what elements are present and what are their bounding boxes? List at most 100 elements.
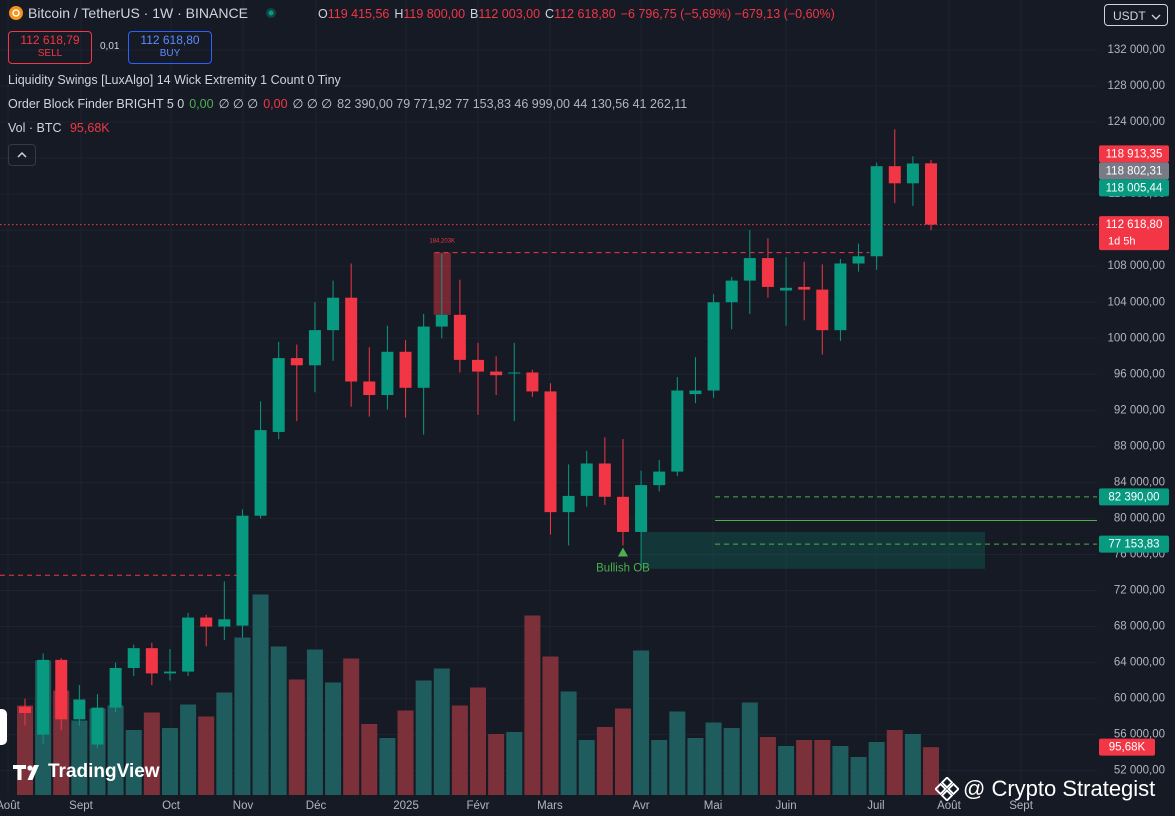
x-tick-label: Févr: [467, 800, 490, 812]
volume-bar: [705, 722, 722, 795]
candle-body: [363, 381, 376, 396]
market-status: [265, 8, 276, 18]
candle-body: [743, 258, 756, 281]
candle-body: [780, 287, 793, 291]
volume-name: Vol · BTC: [8, 121, 62, 135]
symbol-header: Bitcoin / TetherUS · 1W · BINANCE: [8, 5, 278, 21]
candle-body: [453, 314, 466, 360]
logo-text: TradingView: [48, 761, 160, 782]
candle-body: [381, 351, 394, 396]
candle-body: [290, 358, 303, 366]
volume-bar: [886, 730, 903, 795]
side-widget[interactable]: [0, 709, 7, 745]
y-tick-label: 80 000,00: [1114, 512, 1165, 524]
candle-body: [707, 302, 720, 391]
ohlc-change: −6 796,75 (−5,69%) −679,13 (−0,60%): [620, 7, 835, 21]
volume-bar: [343, 658, 360, 795]
candle-body: [236, 515, 249, 626]
candle-body: [55, 659, 68, 720]
y-tick-label: 56 000,00: [1114, 729, 1165, 741]
volume-bar: [741, 702, 758, 795]
candle-body: [399, 351, 412, 388]
price-tag: [1099, 488, 1169, 506]
volume-bar: [651, 740, 668, 795]
ohlc-readout: O119 415,56 H119 800,00 B112 003,00 C112 61…: [318, 7, 835, 21]
x-tick-label: Juin: [776, 800, 797, 812]
volume-bar: [560, 691, 577, 795]
volume-bar: [306, 649, 323, 795]
candle-body: [598, 463, 611, 497]
y-tick-label: 100 000,00: [1107, 332, 1165, 344]
spread: 0,01: [100, 41, 120, 52]
ohlc-value: 119 415,56: [327, 7, 390, 21]
candle-body: [544, 391, 557, 513]
volume-bar: [415, 680, 432, 795]
price-axis: [1097, 0, 1175, 816]
x-tick-label: Mars: [537, 800, 563, 812]
candle-body: [925, 163, 938, 225]
order-block-zone: [641, 531, 986, 569]
ohlc-key: O: [318, 7, 328, 21]
candle-body: [635, 485, 648, 532]
price-tag-label: 82 390,00: [1108, 491, 1159, 503]
volume-bar: [488, 734, 505, 795]
volume-bar: [669, 711, 686, 795]
candle-body: [19, 706, 32, 714]
candle-body: [182, 617, 195, 672]
y-tick-label: 60 000,00: [1114, 693, 1165, 705]
volume-tag: [1099, 738, 1155, 756]
ohlc-key: H: [394, 7, 404, 21]
y-tick-label: 132 000,00: [1107, 44, 1165, 56]
candle-body: [127, 648, 140, 668]
x-tick-label: Août: [937, 800, 961, 812]
buy-button[interactable]: 112 618,80 BUY: [128, 31, 212, 64]
symbol-title: Bitcoin / TetherUS · 1W · BINANCE: [28, 5, 248, 21]
y-tick-label: 72 000,00: [1114, 585, 1165, 597]
collapse-button[interactable]: [8, 144, 36, 166]
ohlc-value: 119 800,00: [403, 7, 466, 21]
y-tick-label: 108 000,00: [1107, 260, 1165, 272]
volume-bar: [198, 716, 215, 795]
time-axis: [0, 795, 1097, 816]
y-tick-label: 52 000,00: [1114, 765, 1165, 777]
volume-bar: [397, 710, 414, 795]
indicator-legend: Order Block Finder BRIGHT 5 0 0,00 ∅ ∅ ∅ 0,…: [8, 96, 692, 111]
volume-bar: [451, 705, 468, 795]
candle-body: [725, 280, 738, 303]
annotation-marker: [617, 547, 628, 557]
price-tag-label: 118 802,31: [1106, 165, 1163, 177]
y-tick-label: 104 000,00: [1107, 296, 1165, 308]
tradingview-logo: TradingView: [12, 761, 160, 783]
volume-bar: [814, 740, 831, 795]
price-tag-label: 118 913,35: [1106, 148, 1163, 160]
indicator-text: 0,00: [189, 97, 214, 111]
sell-label: SELL: [37, 48, 63, 59]
y-tick-label: 96 000,00: [1114, 368, 1165, 380]
volume-bar: [216, 692, 233, 795]
ohlc-value: 112 618,80: [554, 7, 616, 21]
candle-body: [888, 166, 901, 184]
volume-bar: [107, 705, 124, 795]
candle-body: [109, 667, 122, 708]
candle-body: [816, 289, 829, 331]
candle-body: [490, 371, 503, 376]
volume-bar: [180, 704, 197, 795]
price-tag: [1099, 216, 1169, 251]
volume-bar: [868, 742, 885, 795]
volume-bar: [850, 757, 867, 795]
indicator-text: 0,00: [263, 97, 288, 111]
sell-price: 112 618,79: [20, 33, 80, 47]
x-tick-label: Août: [0, 800, 21, 812]
volume-bar: [687, 738, 704, 795]
volume-bar: [252, 594, 269, 795]
x-tick-label: Nov: [233, 800, 254, 812]
volume-bar: [796, 740, 813, 795]
price-tag-countdown: 1d 5h: [1108, 235, 1136, 247]
volume-bar: [923, 747, 940, 795]
sell-button[interactable]: 112 618,79 SELL: [8, 31, 92, 64]
volume-bar: [125, 730, 142, 795]
currency-button[interactable]: USDT: [1104, 4, 1168, 26]
credit-text: @ Crypto Strategist: [963, 776, 1156, 801]
x-tick-label: Oct: [162, 800, 181, 812]
